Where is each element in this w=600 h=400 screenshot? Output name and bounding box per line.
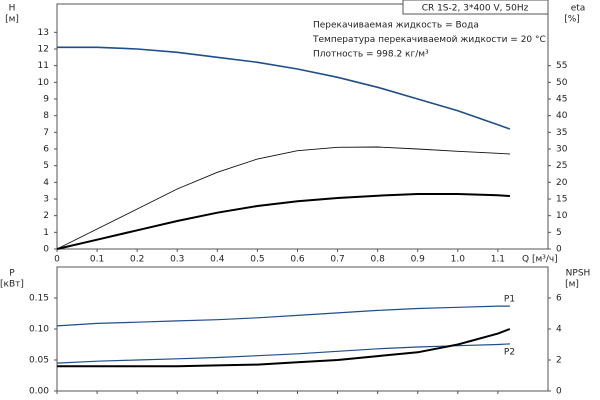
chart-title: CR 1S-2, 3*400 V, 50Hz	[422, 4, 529, 14]
curve	[56, 193, 510, 250]
y2-tick-label: 0	[556, 387, 562, 397]
y-tick-label: 9	[43, 95, 49, 105]
plot-frame	[56, 3, 549, 250]
curve	[56, 343, 510, 364]
y2-axis-label: NPSH	[566, 269, 591, 279]
y-axis-label: H	[9, 4, 16, 14]
x-tick-label: 0.8	[370, 255, 385, 265]
y2-tick-label: 25	[556, 161, 567, 171]
x-tick-label: 1.1	[491, 255, 505, 265]
y2-axis-label: eta	[571, 4, 586, 14]
y2-tick-label: 5	[556, 228, 562, 238]
x-tick-label: 0.2	[130, 255, 144, 265]
curve	[56, 146, 510, 250]
x-tick-label: 0	[54, 255, 60, 265]
y-tick-label: 3	[43, 195, 49, 205]
title-box	[402, 0, 549, 15]
y2-tick-label: 2	[556, 356, 562, 366]
y-axis-unit: [м]	[5, 15, 19, 25]
x-axis-label: Q [м³/ч]	[522, 255, 558, 265]
series-label: P1	[504, 295, 515, 305]
x-tick-label: 0.7	[330, 255, 344, 265]
y2-tick-label: 10	[556, 211, 568, 221]
y2-tick-label: 4	[556, 325, 562, 335]
y2-tick-label: 15	[556, 195, 567, 205]
y-tick-label: 0.15	[29, 294, 49, 304]
x-tick-label: 0.3	[170, 255, 184, 265]
x-tick-label: 1.0	[451, 255, 466, 265]
x-tick-label: 0.4	[210, 255, 225, 265]
x-tick-label: 0.9	[411, 255, 426, 265]
y2-axis-unit: [%]	[564, 15, 580, 25]
y2-tick-label: 55	[556, 61, 567, 71]
y2-tick-label: 0	[556, 245, 562, 255]
y2-tick-label: 40	[556, 111, 568, 121]
y-tick-label: 0.00	[29, 387, 49, 397]
y-tick-label: 7	[43, 128, 49, 138]
y-tick-label: 0.10	[29, 325, 49, 335]
y2-tick-label: 50	[556, 78, 568, 88]
y-tick-label: 0.05	[29, 356, 49, 366]
annotation: Температура перекачиваемой жидкости = 20…	[312, 35, 546, 45]
y2-tick-label: 6	[556, 294, 562, 304]
y2-tick-label: 45	[556, 95, 567, 105]
y-tick-label: 4	[43, 178, 49, 188]
annotation: Перекачиваемая жидкость = Вода	[313, 21, 479, 31]
curve	[57, 328, 511, 368]
y2-tick-label: 20	[556, 178, 568, 188]
curve	[57, 46, 511, 130]
x-tick-label: 0.6	[290, 255, 305, 265]
y-axis-unit: [кВт]	[0, 280, 24, 290]
y-tick-label: 12	[38, 45, 49, 55]
y-tick-label: 2	[43, 211, 49, 221]
y-tick-label: 1	[43, 228, 49, 238]
y-tick-label: 10	[38, 78, 50, 88]
curve	[56, 305, 510, 327]
x-tick-label: 0.5	[250, 255, 264, 265]
x-tick-label: 0.1	[90, 255, 104, 265]
y-tick-label: 6	[43, 145, 49, 155]
plot-frame	[56, 266, 549, 392]
y2-tick-label: 35	[556, 128, 567, 138]
annotation: Плотность = 998.2 кг/м³	[313, 50, 429, 60]
y-tick-label: 5	[43, 161, 49, 171]
y-tick-label: 0	[43, 245, 49, 255]
series-label: P2	[504, 347, 515, 357]
y-tick-label: 11	[38, 61, 49, 71]
y2-axis-unit: [м]	[565, 280, 579, 290]
y-axis-label: P	[9, 269, 15, 279]
y-tick-label: 13	[38, 28, 49, 38]
y-tick-label: 8	[43, 111, 49, 121]
y2-tick-label: 30	[556, 145, 568, 155]
